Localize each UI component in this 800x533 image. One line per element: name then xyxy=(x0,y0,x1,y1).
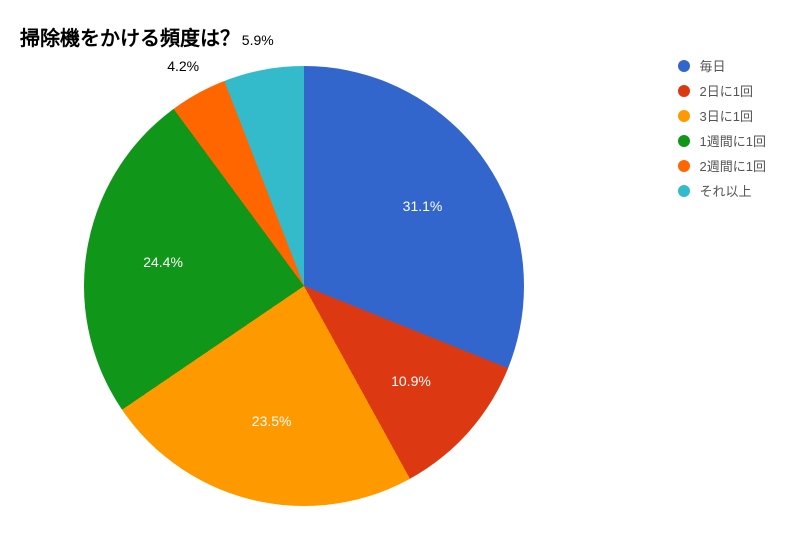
legend-label: 毎日 xyxy=(700,56,726,75)
legend-swatch xyxy=(678,185,690,197)
legend-swatch xyxy=(678,110,690,122)
slice-pct-label: 10.9% xyxy=(391,373,431,389)
slice-pct-label: 23.5% xyxy=(252,413,292,429)
legend-label: 3日に1回 xyxy=(700,106,753,125)
legend: 毎日 2日に1回 3日に1回 1週間に1回 2週間に1回それ以上 xyxy=(678,56,766,206)
legend-item: 2週間に1回 xyxy=(678,156,766,175)
legend-item: 3日に1回 xyxy=(678,106,766,125)
legend-label: それ以上 xyxy=(700,181,752,200)
legend-swatch xyxy=(678,85,690,97)
legend-item: 2日に1回 xyxy=(678,81,766,100)
legend-item: 毎日 xyxy=(678,56,766,75)
legend-swatch xyxy=(678,160,690,172)
slice-pct-label: 4.2% xyxy=(167,58,199,74)
legend-label: 2日に1回 xyxy=(700,81,753,100)
legend-item: それ以上 xyxy=(678,181,766,200)
legend-swatch xyxy=(678,60,690,72)
slice-pct-label: 31.1% xyxy=(403,198,443,214)
legend-swatch xyxy=(678,135,690,147)
chart-title: 掃除機をかける頻度は？ xyxy=(20,22,240,51)
slice-pct-label: 5.9% xyxy=(242,32,274,48)
legend-label: 1週間に1回 xyxy=(700,131,766,150)
slice-pct-label: 24.4% xyxy=(143,254,183,270)
pie-chart: 31.1%10.9%23.5%24.4%4.2%5.9% xyxy=(84,66,524,506)
legend-label: 2週間に1回 xyxy=(700,156,766,175)
pie-graphic xyxy=(84,66,524,506)
legend-item: 1週間に1回 xyxy=(678,131,766,150)
